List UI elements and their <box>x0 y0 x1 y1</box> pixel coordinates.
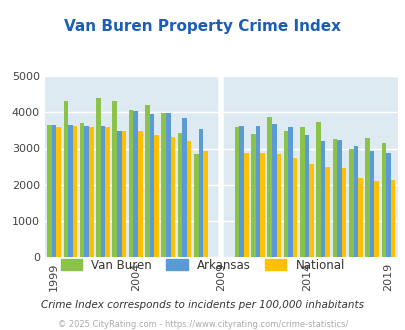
Bar <box>332 139 337 257</box>
Bar <box>373 181 378 257</box>
Bar <box>239 126 243 257</box>
Bar <box>52 125 56 257</box>
Bar <box>353 146 357 257</box>
Bar <box>194 154 198 257</box>
Bar <box>255 126 260 257</box>
Bar <box>288 127 292 257</box>
Text: © 2025 CityRating.com - https://www.cityrating.com/crime-statistics/: © 2025 CityRating.com - https://www.city… <box>58 319 347 329</box>
Bar <box>145 105 149 257</box>
Bar <box>390 181 394 257</box>
Bar <box>271 124 276 257</box>
Bar <box>112 101 117 257</box>
Bar <box>133 112 138 257</box>
Bar <box>161 113 166 257</box>
Bar <box>72 126 77 257</box>
Bar <box>100 126 105 257</box>
Legend: Van Buren, Arkansas, National: Van Buren, Arkansas, National <box>56 254 349 276</box>
Bar <box>341 168 345 257</box>
Bar <box>84 126 89 257</box>
Bar <box>89 127 93 257</box>
Bar <box>117 131 121 257</box>
Bar <box>308 164 313 257</box>
Bar <box>299 127 304 257</box>
Bar <box>64 101 68 257</box>
Bar <box>198 128 202 257</box>
Bar <box>202 151 207 257</box>
Bar <box>149 115 154 257</box>
Text: Crime Index corresponds to incidents per 100,000 inhabitants: Crime Index corresponds to incidents per… <box>41 300 364 310</box>
Bar <box>105 127 110 257</box>
Bar <box>68 124 72 257</box>
Bar <box>243 153 248 257</box>
Bar <box>166 113 170 257</box>
Bar <box>80 123 84 257</box>
Bar <box>325 167 329 257</box>
Bar <box>260 153 264 257</box>
Bar <box>364 138 369 257</box>
Bar <box>251 134 255 257</box>
Bar <box>47 125 52 257</box>
Bar <box>320 141 325 257</box>
Bar <box>154 135 158 257</box>
Bar <box>276 154 280 257</box>
Bar <box>182 118 186 257</box>
Bar <box>234 127 239 257</box>
Bar <box>96 98 100 257</box>
Bar <box>381 143 385 257</box>
Text: Van Buren Property Crime Index: Van Buren Property Crime Index <box>64 19 341 34</box>
Bar <box>304 135 308 257</box>
Bar <box>177 133 182 257</box>
Bar <box>357 178 362 257</box>
Bar <box>385 153 390 257</box>
Bar <box>186 141 191 257</box>
Bar <box>337 140 341 257</box>
Bar <box>315 122 320 257</box>
Bar <box>348 148 353 257</box>
Bar <box>56 127 61 257</box>
Bar <box>292 158 297 257</box>
Bar <box>122 131 126 257</box>
Bar <box>283 131 288 257</box>
Bar <box>138 131 142 257</box>
Bar <box>267 117 271 257</box>
Bar <box>170 137 175 257</box>
Bar <box>128 110 133 257</box>
Bar <box>369 151 373 257</box>
